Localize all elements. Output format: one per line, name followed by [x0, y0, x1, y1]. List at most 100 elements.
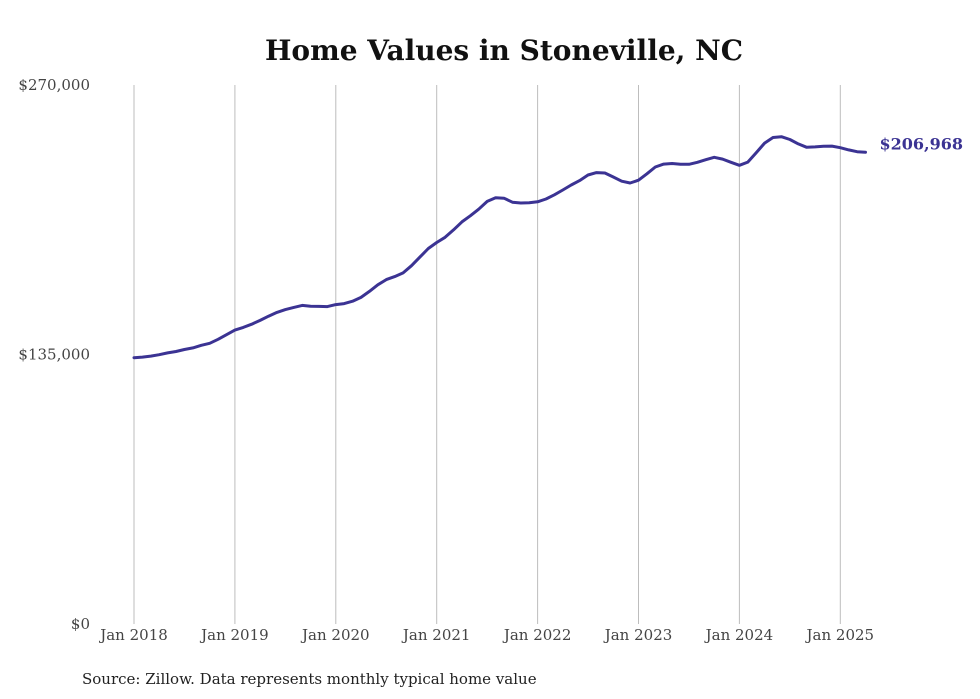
data-point [798, 143, 799, 144]
data-point [789, 139, 790, 140]
data-point [630, 183, 631, 184]
y-axis: $0 $135,000 $270,000 [18, 76, 90, 633]
data-point [369, 291, 370, 292]
data-point [688, 164, 689, 165]
data-point [672, 163, 673, 164]
data-point [621, 181, 622, 182]
data-point [697, 162, 698, 163]
x-tick-label: Jan 2024 [704, 626, 774, 644]
y-tick-label: $270,000 [18, 76, 90, 94]
data-point [705, 159, 706, 160]
data-point [646, 173, 647, 174]
y-tick-label: $0 [71, 615, 90, 633]
x-tick-label: Jan 2023 [603, 626, 673, 644]
data-point [487, 201, 488, 202]
data-point [453, 229, 454, 230]
data-point [142, 357, 143, 358]
x-axis: Jan 2018 Jan 2019 Jan 2020 Jan 2021 Jan 2022… [98, 626, 874, 644]
data-point [840, 147, 841, 148]
data-point [773, 137, 774, 138]
data-point [756, 152, 757, 153]
data-point [361, 297, 362, 298]
data-point [134, 357, 135, 358]
data-point [352, 301, 353, 302]
data-point [815, 146, 816, 147]
data-point [529, 202, 530, 203]
data-point [184, 349, 185, 350]
data-point [823, 146, 824, 147]
data-point [512, 202, 513, 203]
data-point [159, 354, 160, 355]
data-point [806, 147, 807, 148]
data-point [419, 257, 420, 258]
chart-title: Home Values in Stoneville, NC [265, 34, 743, 67]
data-point [302, 305, 303, 306]
data-point [327, 306, 328, 307]
data-point [546, 198, 547, 199]
data-point [857, 151, 858, 152]
series-line [132, 135, 867, 360]
data-point [638, 180, 639, 181]
data-point [386, 279, 387, 280]
data-point [680, 164, 681, 165]
x-tick-label: Jan 2025 [805, 626, 875, 644]
data-point [251, 324, 252, 325]
data-point [571, 185, 572, 186]
data-point [176, 351, 177, 352]
data-point [739, 165, 740, 166]
data-point [411, 265, 412, 266]
data-point [503, 198, 504, 199]
source-note: Source: Zillow. Data represents monthly … [82, 670, 537, 688]
data-point [865, 152, 866, 153]
data-point [293, 307, 294, 308]
data-point [596, 172, 597, 173]
data-point [285, 309, 286, 310]
data-point [445, 237, 446, 238]
data-point [520, 202, 521, 203]
grid [133, 85, 841, 624]
data-point [747, 162, 748, 163]
data-point [377, 284, 378, 285]
end-value-label: $206,968 [880, 134, 964, 153]
data-point [781, 136, 782, 137]
data-point [226, 334, 227, 335]
data-point [714, 157, 715, 158]
data-point [470, 215, 471, 216]
data-point [730, 162, 731, 163]
data-point [831, 146, 832, 147]
data-point [403, 272, 404, 273]
data-point [579, 180, 580, 181]
data-point [495, 197, 496, 198]
data-point [604, 173, 605, 174]
data-point [428, 248, 429, 249]
data-point [722, 159, 723, 160]
data-point [243, 327, 244, 328]
data-point [201, 345, 202, 346]
x-tick-label: Jan 2021 [401, 626, 471, 644]
data-point [310, 306, 311, 307]
data-point [461, 221, 462, 222]
data-point [260, 320, 261, 321]
data-point [394, 276, 395, 277]
data-point [613, 177, 614, 178]
data-point [663, 164, 664, 165]
data-point [167, 352, 168, 353]
data-point [537, 201, 538, 202]
data-point [655, 167, 656, 168]
data-point [478, 209, 479, 210]
data-point [764, 143, 765, 144]
data-point [848, 149, 849, 150]
x-tick-label: Jan 2022 [502, 626, 572, 644]
y-tick-label: $135,000 [18, 346, 90, 364]
data-point [344, 303, 345, 304]
data-point [335, 304, 336, 305]
data-point [209, 343, 210, 344]
data-point [588, 175, 589, 176]
data-point [562, 190, 563, 191]
series-layer: $206,968 [132, 134, 964, 360]
data-point [436, 242, 437, 243]
data-point [276, 312, 277, 313]
data-point [318, 306, 319, 307]
x-tick-label: Jan 2020 [300, 626, 370, 644]
